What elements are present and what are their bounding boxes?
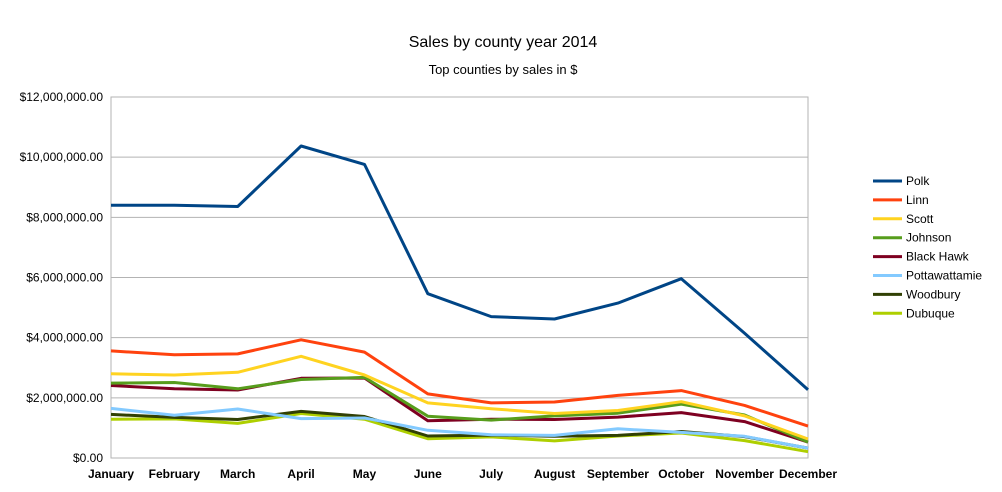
series-line-johnson bbox=[110, 375, 809, 444]
legend-label: Johnson bbox=[906, 231, 951, 245]
series-line-polk bbox=[111, 144, 809, 391]
y-tick-label: $8,000,000.00 bbox=[26, 210, 103, 224]
x-tick-label: August bbox=[534, 467, 575, 481]
x-tick-label: March bbox=[220, 467, 255, 481]
y-tick-label: $4,000,000.00 bbox=[26, 331, 103, 345]
legend-label: Linn bbox=[906, 193, 929, 207]
y-tick-label: $0.00 bbox=[73, 451, 103, 465]
legend-label: Pottawattamie bbox=[906, 269, 982, 283]
x-tick-label: November bbox=[715, 467, 774, 481]
x-tick-label: July bbox=[479, 467, 503, 481]
series-lines bbox=[110, 144, 809, 454]
gridlines bbox=[110, 96, 809, 459]
x-tick-label: January bbox=[88, 467, 134, 481]
legend-label: Polk bbox=[906, 174, 930, 188]
x-tick-label: December bbox=[779, 467, 837, 481]
y-tick-label: $6,000,000.00 bbox=[26, 271, 103, 285]
y-tick-label: $10,000,000.00 bbox=[20, 150, 104, 164]
x-tick-label: February bbox=[149, 467, 201, 481]
series-line-pottawattamie bbox=[110, 406, 809, 450]
legend-label: Dubuque bbox=[906, 306, 955, 320]
x-tick-label: October bbox=[658, 467, 704, 481]
chart-subtitle: Top counties by sales in $ bbox=[429, 62, 579, 77]
legend-label: Woodbury bbox=[906, 287, 960, 301]
y-tick-label: $2,000,000.00 bbox=[26, 391, 103, 405]
series-line-scott bbox=[110, 354, 809, 441]
x-tick-label: September bbox=[587, 467, 649, 481]
x-tick-label: May bbox=[353, 467, 377, 481]
x-tick-label: April bbox=[287, 467, 314, 481]
x-tick-label: June bbox=[414, 467, 442, 481]
y-tick-label: $12,000,000.00 bbox=[20, 90, 104, 104]
legend-label: Black Hawk bbox=[906, 250, 970, 264]
series-line-black-hawk bbox=[110, 376, 809, 444]
chart-title: Sales by county year 2014 bbox=[409, 34, 598, 51]
legend-label: Scott bbox=[906, 212, 934, 226]
y-axis-ticks: $0.00 $2,000,000.00 $4,000,000.00 $6,000,00… bbox=[20, 90, 104, 465]
x-axis-ticks: January February March April May June July Augu… bbox=[88, 467, 837, 481]
series-line-linn bbox=[110, 338, 809, 428]
legend: Polk Linn Scott Johnson Black Hawk Pottawatta… bbox=[873, 174, 982, 320]
